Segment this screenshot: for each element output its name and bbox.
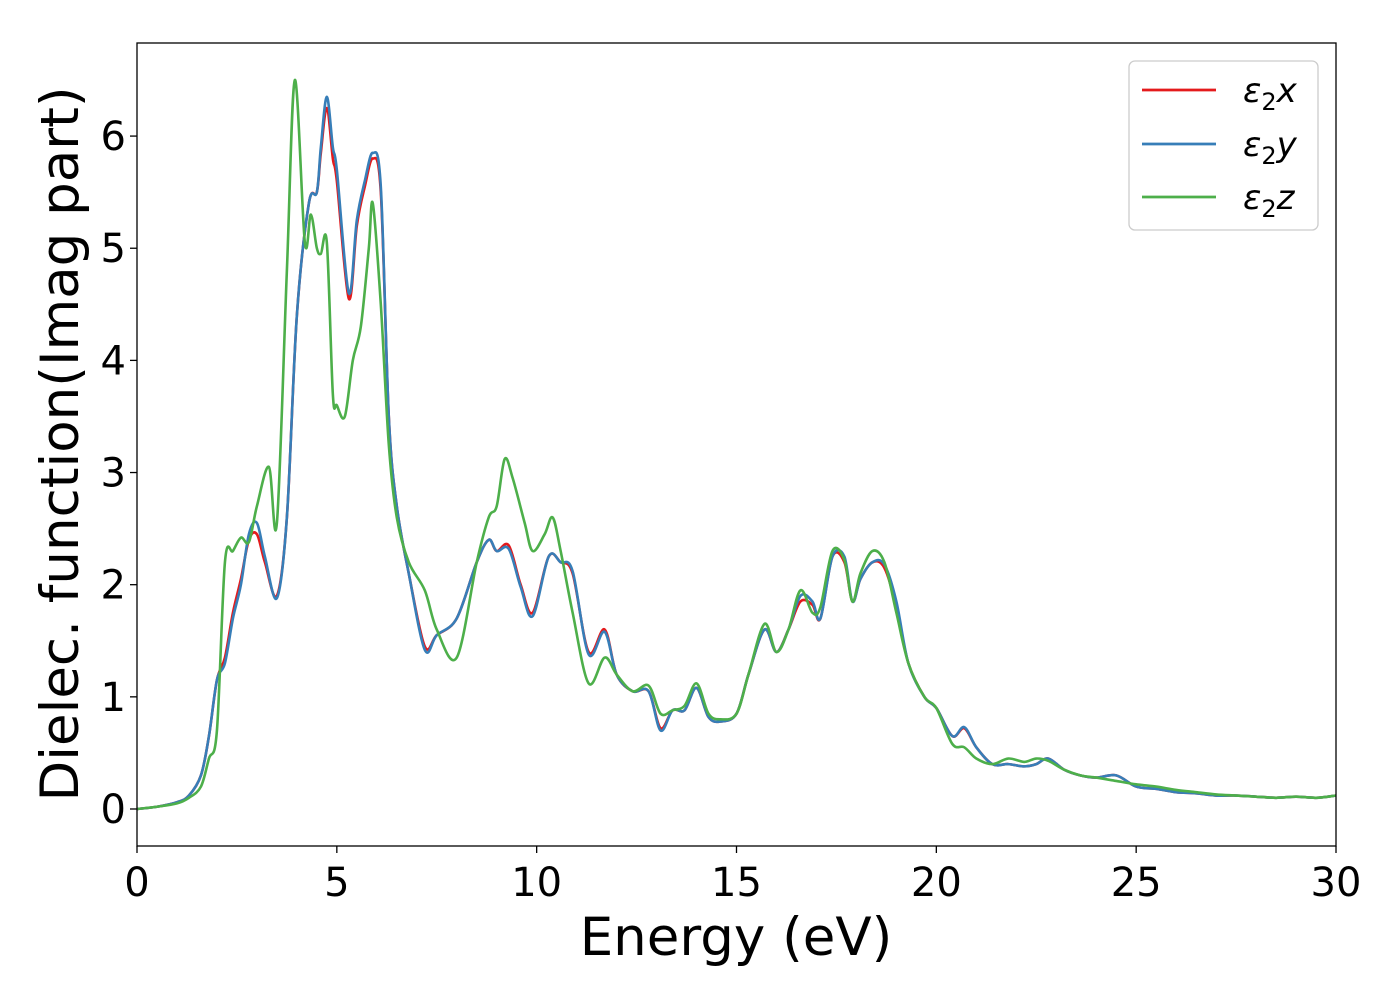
x-tick-label: 20	[911, 860, 962, 906]
x-tick-label: 0	[124, 860, 149, 906]
legend-frame	[1128, 60, 1319, 231]
y-axis-label: Dielec. function(Imag part)	[30, 86, 91, 801]
legend-label-y: ε2y	[1243, 125, 1298, 170]
x-tick-label: 10	[511, 860, 562, 906]
legend-component: x	[1276, 71, 1298, 111]
x-tick-label: 5	[324, 860, 349, 906]
legend-component: y	[1276, 125, 1298, 165]
legend-symbol: ε	[1243, 178, 1261, 218]
series-layer	[137, 78, 1336, 811]
x-tick-label: 30	[1311, 860, 1362, 906]
x-axis-ticks: 0 5 10 15 20 25 30	[124, 846, 1361, 906]
legend-component: z	[1276, 178, 1296, 218]
legend-subscript: 2	[1261, 142, 1276, 170]
y-axis-ticks: 0 1 2 3 4 5 6	[101, 114, 137, 833]
series-line-z	[137, 78, 1336, 811]
legend-symbol: ε	[1243, 71, 1261, 111]
y-tick-label: 5	[101, 226, 126, 272]
y-tick-label: 3	[101, 451, 126, 497]
x-tick-label: 15	[711, 860, 762, 906]
legend-label-z: ε2z	[1243, 178, 1296, 223]
y-tick-label: 6	[101, 114, 126, 160]
legend-subscript: 2	[1261, 195, 1276, 223]
x-tick-label: 25	[1111, 860, 1162, 906]
y-tick-label: 0	[101, 787, 126, 833]
x-axis-label: Energy (eV)	[580, 907, 893, 968]
y-tick-label: 4	[101, 338, 126, 384]
legend-symbol: ε	[1243, 125, 1261, 165]
legend-subscript: 2	[1261, 88, 1276, 116]
y-tick-label: 2	[101, 563, 126, 609]
y-tick-label: 1	[101, 675, 126, 721]
legend-label-x: ε2x	[1243, 71, 1298, 116]
